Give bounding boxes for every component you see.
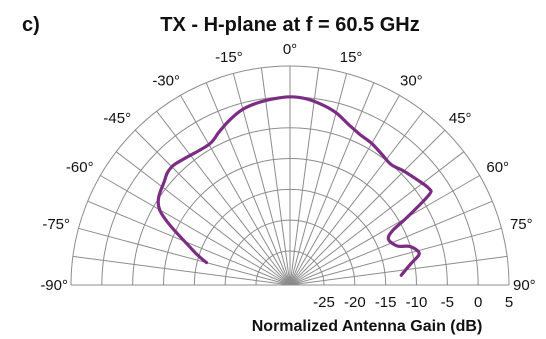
- angle-tick-labels: -90° -75° -60° -45° -30° -15° 0° 15° 30° 45° 60° 75…: [40, 41, 535, 294]
- angle-tick-label: 30°: [400, 73, 423, 90]
- angle-tick-label: 90°: [513, 277, 536, 294]
- grid-spoke-22: [289, 227, 502, 286]
- angle-tick-label: -45°: [103, 110, 131, 127]
- radial-tick-label: -5: [441, 294, 454, 311]
- grid-spoke-3: [87, 200, 291, 286]
- grid-spoke-13: [289, 67, 320, 286]
- grid-spoke-7: [156, 110, 291, 286]
- chart-title: TX - H-plane at f = 60.5 GHz: [160, 14, 420, 36]
- grid-spoke-19: [289, 151, 465, 286]
- angle-tick-label: -15°: [215, 49, 243, 66]
- radial-tick-label: -25: [313, 294, 335, 311]
- grid-spoke-18: [289, 129, 446, 286]
- grid-spoke-4: [100, 175, 291, 286]
- grid-spoke-2: [78, 227, 291, 286]
- grid-spoke-11: [260, 67, 291, 286]
- radial-tick-label: -15: [375, 294, 397, 311]
- series-line-0: [156, 95, 433, 277]
- polar-grid: [70, 65, 510, 286]
- radial-tick-label: -20: [344, 294, 366, 311]
- radial-tick-label: 5: [505, 294, 513, 311]
- radial-tick-labels: -25 -20 -15 -10 -5 0 5: [313, 294, 513, 311]
- angle-tick-label: -75°: [42, 216, 70, 233]
- radial-tick-label: -10: [406, 294, 428, 311]
- radial-tick-label: 0: [474, 294, 482, 311]
- grid-spoke-9: [205, 82, 291, 286]
- angle-tick-label: 60°: [486, 159, 509, 176]
- grid-spoke-6: [134, 129, 291, 286]
- grid-spoke-16: [289, 95, 400, 286]
- radial-axis-label: Normalized Antenna Gain (dB): [252, 318, 483, 335]
- grid-spoke-20: [289, 175, 480, 286]
- angle-tick-label: -60°: [66, 159, 94, 176]
- grid-spoke-5: [115, 151, 291, 286]
- grid-spoke-14: [289, 73, 348, 286]
- angle-tick-label: 75°: [510, 216, 533, 233]
- series-layer: [156, 95, 433, 277]
- grid-spoke-8: [180, 95, 291, 286]
- angle-tick-label: 15°: [340, 49, 363, 66]
- angle-tick-label: -30°: [152, 73, 180, 90]
- grid-spoke-15: [289, 82, 375, 286]
- grid-spoke-17: [289, 110, 424, 286]
- angle-tick-label: 0°: [283, 41, 297, 58]
- angle-tick-label: 45°: [449, 110, 472, 127]
- grid-spoke-1: [72, 255, 291, 286]
- angle-tick-label: -90°: [40, 277, 68, 294]
- grid-spoke-10: [232, 73, 291, 286]
- grid-spoke-23: [289, 255, 508, 286]
- panel-label: c): [22, 14, 40, 36]
